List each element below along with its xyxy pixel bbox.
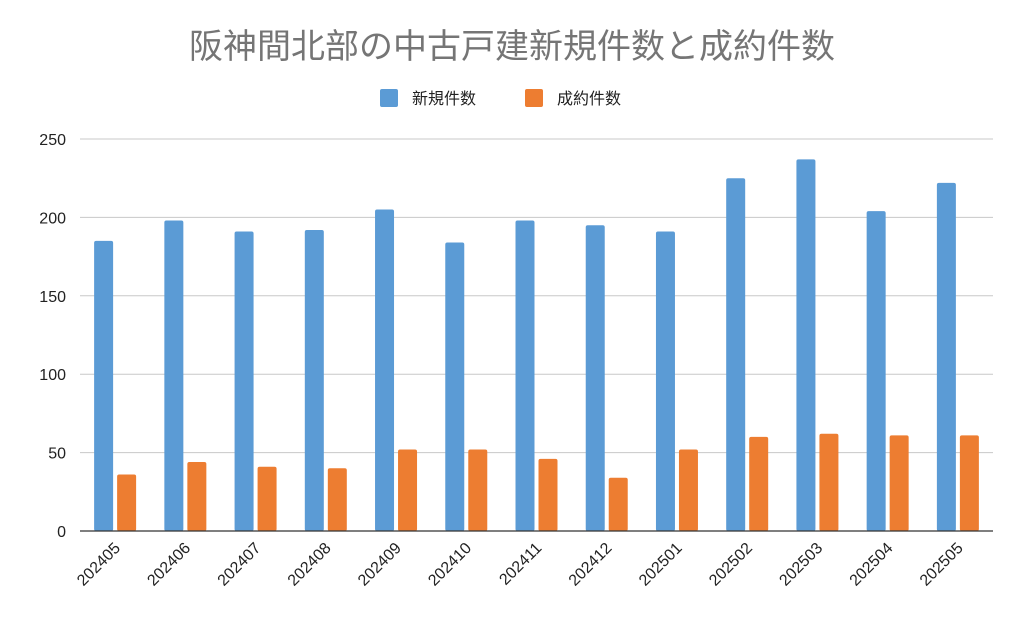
bar-closed-deals (819, 433, 839, 531)
gridlines (80, 138, 993, 454)
y-axis-ticks: 0 50 100 150 200 250 (39, 132, 66, 541)
bar-closed-deals (398, 449, 418, 531)
x-tick-label: 202501 (636, 540, 686, 590)
bar-closed-deals (538, 458, 558, 531)
x-tick-label: 202411 (496, 540, 545, 589)
x-tick-label: 202412 (566, 540, 616, 590)
bar-closed-deals (889, 435, 909, 531)
bar-closed-deals (678, 449, 698, 531)
bar-closed-deals (187, 462, 207, 531)
x-tick-label: 202505 (917, 540, 967, 590)
bar-new-listings (164, 220, 184, 531)
legend-label-closed: 成約件数 (557, 89, 621, 108)
bar-new-listings (445, 242, 465, 531)
bar-new-listings (375, 209, 395, 531)
legend: 新規件数 成約件数 (380, 89, 621, 108)
legend-swatch-closed (525, 89, 543, 107)
y-tick-label: 100 (39, 367, 66, 384)
bar-new-listings (796, 159, 816, 531)
y-tick-label: 50 (48, 446, 66, 463)
bar-closed-deals (608, 477, 628, 531)
x-axis-ticks: 202405 202406 202407 202408 202409 202410 2024… (74, 540, 967, 590)
bar-new-listings (726, 178, 746, 531)
bar-closed-deals (959, 435, 979, 531)
bar-new-listings (866, 211, 886, 532)
bars (94, 159, 979, 532)
x-tick-label: 202504 (847, 540, 897, 590)
bar-new-listings (94, 240, 114, 532)
x-tick-label: 202409 (355, 540, 405, 590)
y-tick-label: 250 (39, 132, 66, 149)
bar-closed-deals (468, 449, 488, 531)
bar-new-listings (304, 229, 324, 531)
x-tick-label: 202410 (425, 540, 475, 590)
bar-new-listings (585, 225, 605, 532)
bar-new-listings (936, 182, 956, 532)
x-tick-label: 202408 (285, 540, 335, 590)
y-tick-label: 200 (39, 210, 66, 227)
bar-closed-deals (257, 466, 277, 531)
legend-swatch-new (380, 89, 398, 107)
chart-title: 阪神間北部の中古戸建新規件数と成約件数 (189, 27, 835, 67)
x-tick-label: 202503 (776, 540, 826, 590)
bar-new-listings (234, 231, 254, 531)
x-tick-label: 202502 (706, 540, 756, 590)
x-tick-label: 202405 (74, 540, 124, 590)
bar-closed-deals (117, 474, 137, 531)
y-tick-label: 150 (39, 289, 66, 306)
bar-new-listings (515, 220, 535, 531)
x-tick-label: 202406 (144, 540, 194, 590)
y-tick-label: 0 (57, 524, 66, 541)
bar-closed-deals (327, 468, 347, 531)
bar-closed-deals (749, 436, 769, 531)
x-tick-label: 202407 (215, 540, 265, 590)
bar-new-listings (655, 231, 675, 531)
legend-label-new: 新規件数 (412, 89, 476, 108)
